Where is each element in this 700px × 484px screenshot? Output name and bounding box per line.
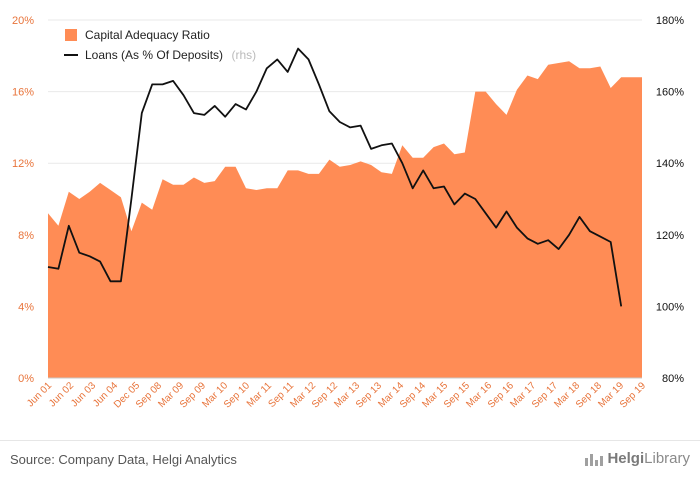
footer: Source: Company Data, Helgi Analytics He… (0, 440, 700, 484)
y-left-tick-label: 8% (18, 230, 34, 242)
y-right-tick-label: 80% (662, 373, 684, 385)
y-left-tick-label: 16% (12, 87, 34, 99)
brand-name: HelgiLibrary (607, 450, 690, 467)
y-right-tick-label: 140% (656, 158, 684, 170)
y-axis-right: 80% 100% 120% 140% 160% 180% (656, 15, 684, 385)
capital-adequacy-area (48, 61, 642, 378)
brand: HelgiLibrary (585, 450, 690, 467)
legend-label-loans: Loans (As % Of Deposits) (rhs) (85, 46, 256, 63)
chart: 0%4%8%12%16%20% 80%100%120%140%160%180% … (12, 15, 684, 411)
legend: Capital Adequacy Ratio Loans (As % Of De… (64, 28, 256, 63)
y-left-tick-label: 0% (18, 373, 34, 385)
y-right-tick-label: 120% (656, 230, 684, 242)
y-left-tick-label: 20% (12, 15, 34, 27)
y-right-tick-label: 160% (656, 87, 684, 99)
y-right-tick-label: 180% (656, 15, 684, 27)
y-right-tick-label: 100% (656, 301, 684, 313)
y-left-tick-label: 12% (12, 158, 34, 170)
source-note: Source: Company Data, Helgi Analytics (10, 452, 237, 467)
helgi-logo-icon (585, 452, 604, 466)
legend-swatch-capital-adequacy (65, 29, 77, 41)
legend-label-capital-adequacy: Capital Adequacy Ratio (85, 28, 210, 42)
loans-to-deposits-line (47, 47, 623, 307)
y-left-tick-label: 4% (18, 301, 34, 313)
y-axis-left: 0% 4% 8% 12% 16% 20% (12, 15, 34, 385)
